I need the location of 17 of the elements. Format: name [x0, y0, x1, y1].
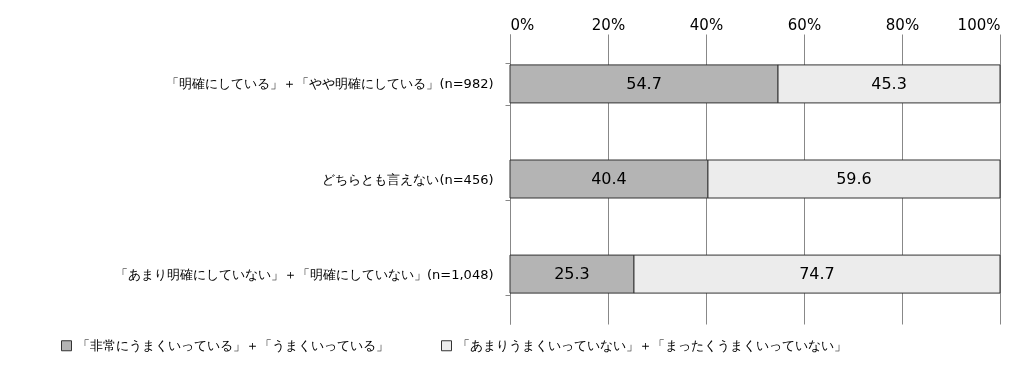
data-label: 25.3: [554, 264, 590, 284]
x-tick-label: 80%: [885, 15, 920, 34]
x-tick-label: 100%: [957, 15, 1001, 34]
y-tick-label: 「あまり明確にしていない」＋「明確にしていない」(n=1,048): [115, 266, 494, 282]
data-label: 59.6: [836, 169, 872, 188]
data-label: 45.3: [871, 73, 907, 93]
legend-label: 「あまりうまくいっていない」＋「まったくうまくいっていない」: [457, 337, 847, 353]
data-label: 54.7: [626, 73, 662, 93]
x-tick-label: 0%: [510, 15, 535, 34]
legend-label: 「非常にうまくいっている」＋「うまくいっている」: [77, 337, 389, 353]
x-tick-label: 40%: [689, 15, 724, 34]
y-tick-label: 「明確にしている」＋「やや明確にしている」(n=982): [166, 76, 494, 92]
y-tick-label: どちらとも言えない(n=456): [322, 171, 494, 187]
data-label: 74.7: [799, 264, 835, 284]
x-tick-label: 20%: [591, 15, 626, 34]
x-tick-label: 60%: [787, 15, 822, 34]
data-label: 40.4: [591, 169, 627, 188]
